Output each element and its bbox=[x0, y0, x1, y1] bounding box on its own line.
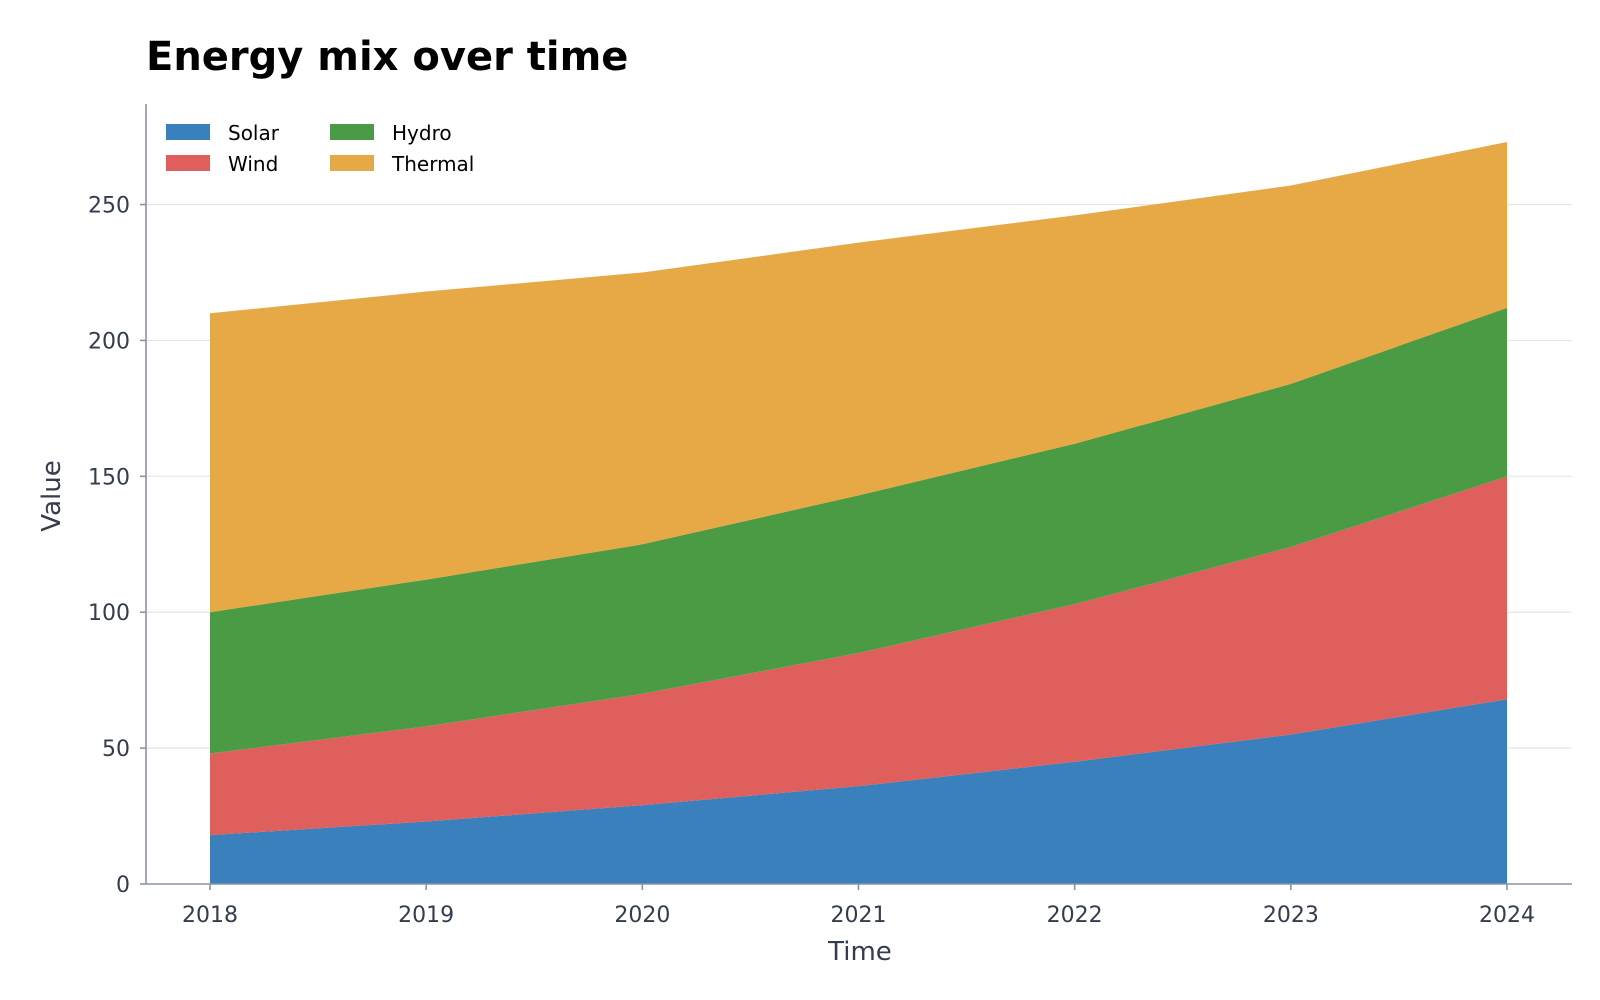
area-wind bbox=[210, 476, 1507, 836]
area-hydro bbox=[210, 307, 1507, 754]
legend-swatch-wind bbox=[166, 155, 210, 171]
x-tick-label: 2024 bbox=[1479, 903, 1535, 928]
stacked-areas bbox=[210, 142, 1507, 884]
legend-label-solar: Solar bbox=[228, 121, 280, 145]
legend-label-hydro: Hydro bbox=[392, 121, 452, 145]
legend: Solar Wind Hydro Thermal bbox=[166, 121, 474, 176]
y-tick-label: 150 bbox=[88, 465, 130, 490]
y-tick-label: 200 bbox=[88, 329, 130, 354]
chart-title: Energy mix over time bbox=[146, 34, 628, 80]
x-tick-label: 2022 bbox=[1047, 903, 1103, 928]
legend-label-thermal: Thermal bbox=[391, 152, 474, 176]
x-tick-label: 2023 bbox=[1263, 903, 1319, 928]
y-tick-label: 0 bbox=[116, 873, 130, 898]
area-thermal bbox=[210, 142, 1507, 613]
y-tick-label: 50 bbox=[102, 737, 130, 762]
x-tick-label: 2018 bbox=[182, 903, 238, 928]
x-tick-label: 2021 bbox=[831, 903, 887, 928]
axes: 0 50 100 150 200 250 2018 2019 2020 2021 2022 2023 2… bbox=[88, 104, 1572, 928]
y-axis-label: Value bbox=[37, 460, 67, 531]
x-tick-label: 2019 bbox=[398, 903, 454, 928]
legend-swatch-solar bbox=[166, 124, 210, 140]
legend-label-wind: Wind bbox=[228, 152, 278, 176]
x-axis-label: Time bbox=[827, 937, 892, 967]
y-tick-label: 100 bbox=[88, 601, 130, 626]
y-tick-label: 250 bbox=[88, 194, 130, 219]
area-solar bbox=[210, 699, 1507, 884]
legend-swatch-thermal bbox=[330, 155, 374, 171]
legend-swatch-hydro bbox=[330, 124, 374, 140]
x-tick-label: 2020 bbox=[614, 903, 670, 928]
